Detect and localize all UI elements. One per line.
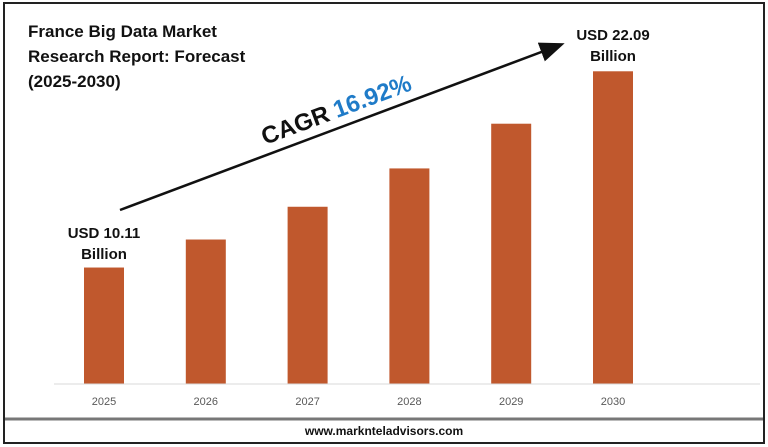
chart-title: France Big Data Market Research Report: … — [28, 22, 246, 91]
bar-2026 — [185, 239, 226, 384]
bar-2029 — [491, 123, 532, 384]
title-line-2: Research Report: Forecast — [28, 47, 246, 66]
first-value-label-line-1: USD 10.11 — [68, 225, 141, 242]
first-value-label-line-2: Billion — [81, 246, 127, 263]
x-tick-label: 2028 — [397, 396, 421, 408]
last-value-label-line-2: Billion — [590, 48, 636, 65]
bar-2028 — [389, 168, 430, 384]
title-line-3: (2025-2030) — [28, 72, 121, 91]
footer-website: www.marknteladvisors.com — [304, 424, 463, 438]
cagr-annotation: CAGR16.92% — [258, 70, 416, 151]
x-tick-label: 2025 — [92, 396, 116, 408]
x-tick-label: 2026 — [194, 396, 218, 408]
last-value-label-line-1: USD 22.09 — [576, 27, 649, 44]
chart-frame — [3, 2, 765, 444]
title-line-1: France Big Data Market — [28, 22, 217, 41]
bar-2030 — [593, 71, 633, 384]
x-tick-label: 2030 — [601, 396, 625, 408]
x-tick-label: 2027 — [295, 396, 319, 408]
bar-2027 — [287, 206, 328, 384]
cagr-arrow — [119, 42, 565, 212]
x-tick-label: 2029 — [499, 396, 523, 408]
bar-2025 — [84, 267, 124, 384]
